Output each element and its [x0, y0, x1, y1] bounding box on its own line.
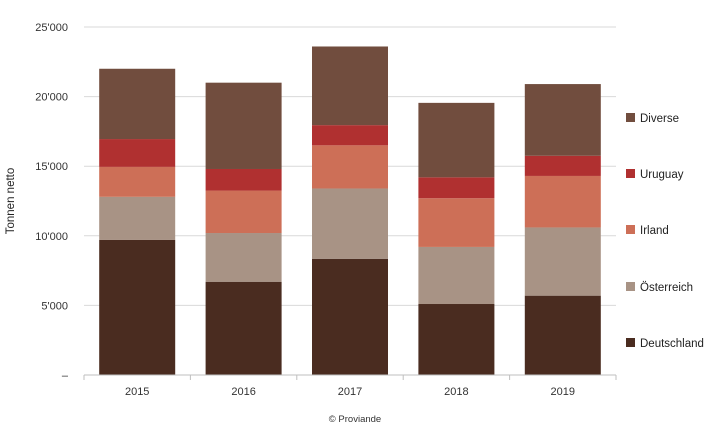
y-tick-label: 20'000 [35, 92, 68, 104]
bar-segment-österreich-2015 [99, 196, 176, 240]
legend-label: Diverse [640, 113, 679, 125]
bar-segment-österreich-2017 [312, 188, 388, 259]
bar-segment-diverse-2016 [205, 82, 282, 169]
legend-label: Österreich [640, 282, 693, 294]
bar-segment-diverse-2017 [312, 46, 388, 126]
bar-segment-österreich-2019 [524, 227, 601, 296]
bar-segment-uruguay-2016 [205, 168, 282, 191]
bar-segment-uruguay-2018 [418, 177, 495, 199]
legend: Deutschland Österreich Irland Uruguay Divers… [626, 113, 704, 350]
bar-segment-irland-2016 [205, 190, 282, 234]
x-tick-label: 2019 [551, 386, 575, 398]
y-tick-label: 5'000 [41, 300, 68, 312]
legend-label: Uruguay [640, 169, 684, 181]
x-tick-label: 2016 [231, 386, 255, 398]
bars [99, 46, 601, 375]
bar-segment-uruguay-2015 [99, 139, 176, 167]
source-credit: © Proviande [328, 414, 382, 425]
legend-swatch-deutschland [626, 338, 635, 347]
bar-segment-deutschland-2016 [205, 281, 282, 375]
legend-swatch-irland [626, 225, 635, 234]
y-tick-label: 15'000 [35, 161, 68, 173]
legend-label: Irland [640, 225, 669, 237]
bar-segment-deutschland-2018 [418, 304, 495, 375]
bar-segment-deutschland-2019 [524, 295, 601, 375]
bar-segment-österreich-2018 [418, 246, 495, 305]
y-tick-label: 25'000 [35, 22, 68, 34]
x-tick-label: 2015 [125, 386, 149, 398]
bar-segment-irland-2015 [99, 166, 176, 197]
bar-segment-österreich-2016 [205, 233, 282, 282]
bar-segment-diverse-2018 [418, 102, 495, 178]
y-tick-label: – [62, 370, 69, 382]
bar-segment-irland-2017 [312, 145, 388, 189]
y-axis-title: Tonnen netto [5, 168, 17, 235]
legend-swatch-uruguay [626, 169, 635, 178]
x-tick-label: 2018 [444, 386, 468, 398]
bar-segment-deutschland-2017 [312, 258, 388, 375]
axes: – 5'000 10'000 15'000 20'000 25'000 2015 2016 20… [35, 22, 617, 398]
x-tick-label: 2017 [338, 386, 362, 398]
bar-segment-diverse-2015 [99, 68, 176, 140]
legend-swatch-diverse [626, 113, 635, 122]
bar-segment-uruguay-2017 [312, 125, 388, 146]
legend-swatch-österreich [626, 282, 635, 291]
bar-segment-irland-2019 [524, 175, 601, 228]
bar-segment-uruguay-2019 [524, 155, 601, 176]
bar-segment-deutschland-2015 [99, 239, 176, 375]
y-tick-label: 10'000 [35, 231, 68, 243]
bar-segment-irland-2018 [418, 198, 495, 247]
legend-label: Deutschland [640, 338, 704, 350]
bar-segment-diverse-2019 [524, 84, 601, 156]
